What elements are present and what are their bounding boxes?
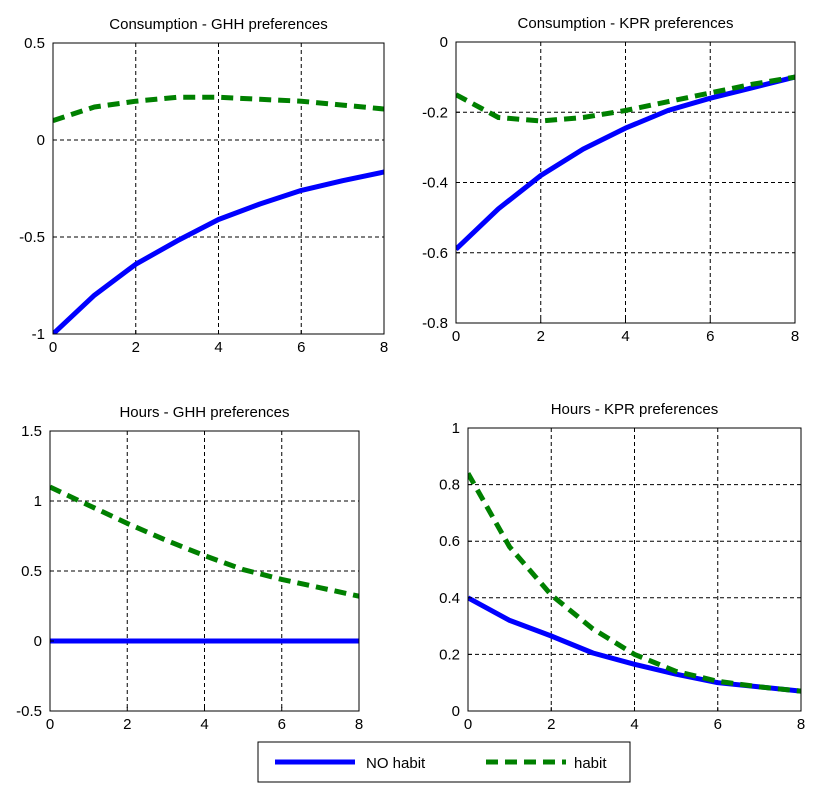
y-tick-label: 1 xyxy=(452,420,460,437)
chart-panel-4: 0 2 4 6 8 0 0.2 0.4 0.6 0.8 1 Hours - KPR preferenc… xyxy=(439,401,805,733)
y-tick-label: -0.5 xyxy=(16,703,42,720)
x-tick-label: 8 xyxy=(380,339,388,356)
chart-panel-1: 0 2 4 6 8 -1 -0.5 0 0.5 Consumption - GHH prefere… xyxy=(19,16,388,356)
y-tick-label: 0 xyxy=(34,633,42,650)
x-tick-label: 2 xyxy=(132,339,140,356)
x-tick-label: 6 xyxy=(714,716,722,733)
series-line-habit xyxy=(50,484,359,599)
chart-title: Consumption - GHH preferences xyxy=(109,16,327,33)
y-tick-label: -0.8 xyxy=(422,315,448,332)
x-tick-label: 2 xyxy=(123,716,131,733)
y-tick-label: 0.6 xyxy=(439,533,460,550)
chart-title: Hours - KPR preferences xyxy=(551,401,719,418)
x-tick-label: 4 xyxy=(621,328,629,345)
y-tick-label: 0.8 xyxy=(439,477,460,494)
x-tick-label: 0 xyxy=(46,716,54,733)
y-tick-label: -0.4 xyxy=(422,175,448,192)
y-tick-label: 0.5 xyxy=(21,563,42,580)
y-tick-label: -1 xyxy=(32,326,45,343)
y-tick-label: 1 xyxy=(34,493,42,510)
y-tick-label: 1.5 xyxy=(21,423,42,440)
y-tick-label: 0.4 xyxy=(439,590,460,607)
y-tick-label: 0.5 xyxy=(24,35,45,52)
y-tick-label: 0.2 xyxy=(439,646,460,663)
chart-panel-2: 0 2 4 6 8 -0.8 -0.6 -0.4 -0.2 0 Consumption - KPR … xyxy=(422,15,799,345)
x-tick-label: 6 xyxy=(278,716,286,733)
y-tick-label: 0 xyxy=(452,703,460,720)
legend-no-habit-label: NO habit xyxy=(366,755,426,772)
x-tick-label: 4 xyxy=(214,339,222,356)
y-tick-label: 0 xyxy=(440,34,448,51)
x-tick-label: 0 xyxy=(464,716,472,733)
series-line-habit xyxy=(468,472,801,694)
y-tick-label: -0.2 xyxy=(422,104,448,121)
x-tick-label: 2 xyxy=(547,716,555,733)
x-tick-label: 8 xyxy=(797,716,805,733)
series-line-no-habit xyxy=(456,74,795,252)
series-line-habit xyxy=(53,94,384,123)
x-tick-label: 0 xyxy=(49,339,57,356)
x-tick-label: 8 xyxy=(791,328,799,345)
x-tick-label: 6 xyxy=(297,339,305,356)
chart-title: Consumption - KPR preferences xyxy=(518,15,734,32)
x-tick-label: 0 xyxy=(452,328,460,345)
x-tick-label: 8 xyxy=(355,716,363,733)
x-tick-label: 4 xyxy=(200,716,208,733)
x-tick-label: 6 xyxy=(706,328,714,345)
x-tick-label: 2 xyxy=(537,328,545,345)
legend: NO habit habit xyxy=(257,741,631,783)
x-tick-label: 4 xyxy=(630,716,638,733)
y-tick-label: -0.5 xyxy=(19,229,45,246)
y-tick-label: 0 xyxy=(37,132,45,149)
series-line-habit xyxy=(456,74,795,124)
y-tick-label: -0.6 xyxy=(422,245,448,262)
series-line-no-habit xyxy=(53,169,384,334)
legend-habit-label: habit xyxy=(574,755,607,772)
chart-title: Hours - GHH preferences xyxy=(119,404,289,421)
